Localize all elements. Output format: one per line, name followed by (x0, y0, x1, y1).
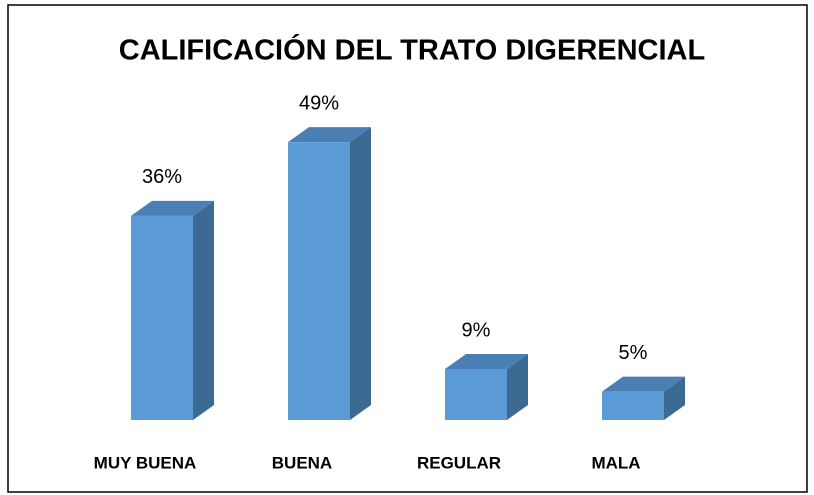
bar (131, 215, 193, 420)
bar-top (288, 127, 371, 143)
bar (288, 142, 350, 421)
bar (445, 368, 507, 420)
chart-border (7, 4, 808, 493)
bar-top (602, 376, 685, 392)
bar-side (664, 376, 685, 420)
data-label: 36% (142, 166, 182, 188)
x-tick-label: MALA (591, 453, 640, 472)
bar-top (131, 200, 214, 216)
bar-side (350, 127, 371, 421)
bar-top (445, 353, 528, 369)
data-label: 5% (619, 342, 648, 364)
chart-title: CALIFICACIÓN DEL TRATO DIGERENCIAL (119, 33, 705, 67)
bar-side (507, 353, 528, 420)
data-label: 49% (299, 92, 339, 114)
bar (602, 391, 664, 420)
bar-side (193, 200, 214, 420)
x-tick-label: MUY BUENA (94, 453, 197, 472)
x-tick-label: BUENA (272, 453, 332, 472)
data-label: 9% (462, 319, 491, 341)
x-tick-label: REGULAR (417, 453, 501, 472)
